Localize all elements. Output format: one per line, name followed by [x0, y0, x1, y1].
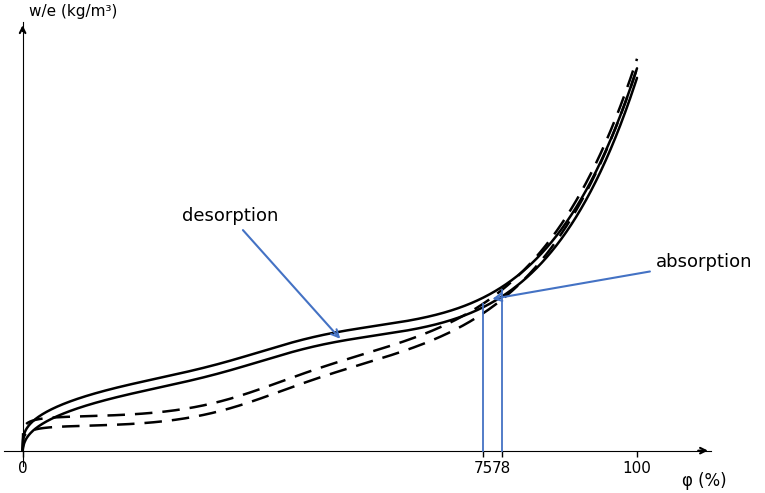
Text: desorption: desorption [182, 207, 339, 337]
Text: w/e (kg/m³): w/e (kg/m³) [29, 3, 117, 19]
Text: φ (%): φ (%) [682, 472, 727, 490]
Text: absorption: absorption [495, 253, 752, 301]
